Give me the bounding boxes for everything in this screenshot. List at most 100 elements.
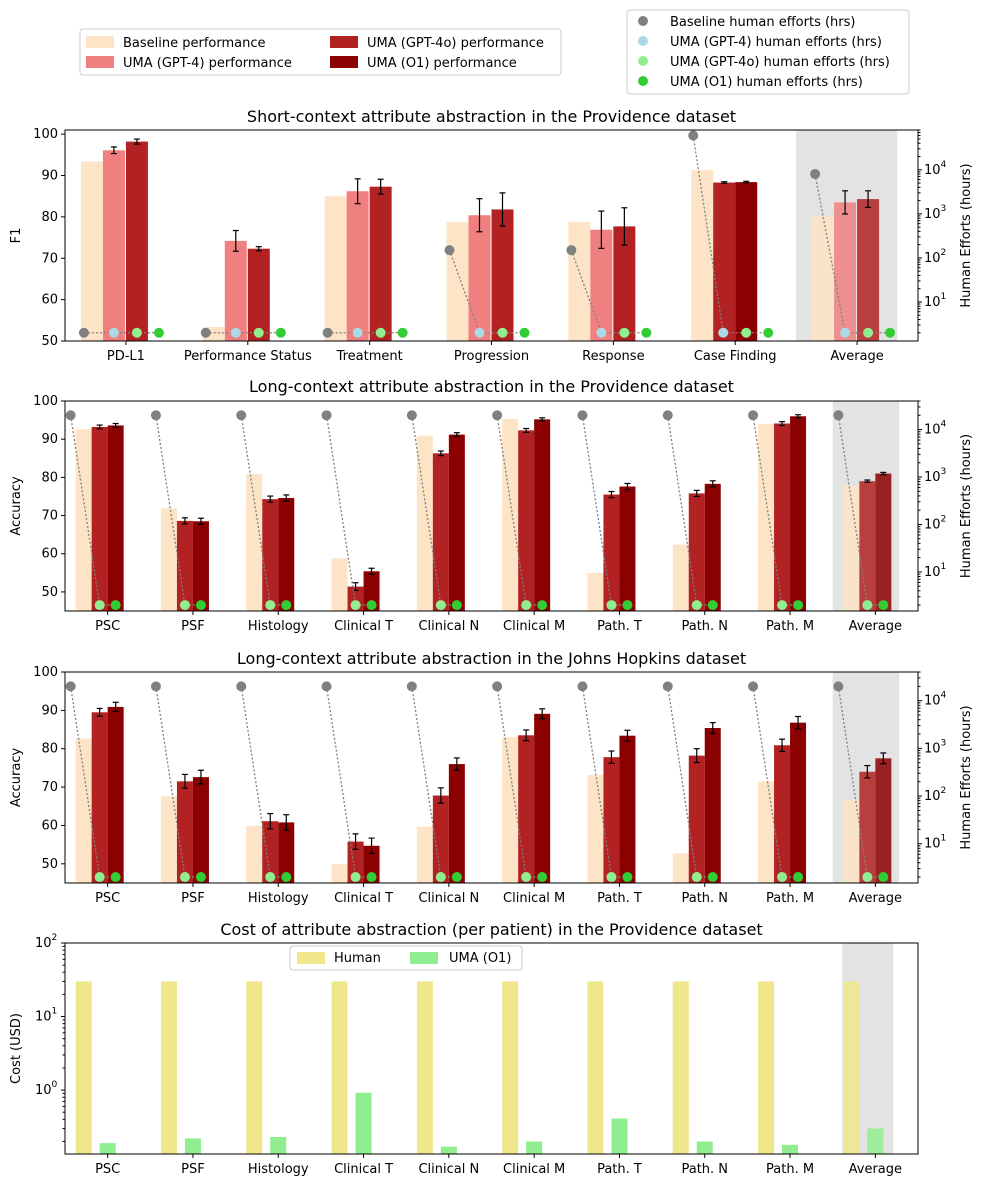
- x-tick-label: Path. T: [597, 619, 642, 634]
- y-tick-label: 100: [33, 127, 58, 142]
- bar-uma-gpt-4o-performance: [857, 199, 880, 341]
- effort-marker-uma: [878, 600, 889, 611]
- bar-baseline-performance: [758, 423, 775, 611]
- bar-baseline-performance: [691, 170, 714, 341]
- bar-uma-gpt-4o-performance: [491, 209, 514, 341]
- effort-marker-uma: [691, 872, 702, 883]
- bar-uma-gpt-4-performance: [346, 191, 369, 341]
- effort-marker-uma: [641, 327, 652, 338]
- effort-marker-uma: [862, 872, 873, 883]
- bar-uma-gpt-4o-performance: [518, 735, 535, 883]
- x-tick-label: Path. M: [766, 891, 814, 906]
- effort-marker-uma: [521, 600, 532, 611]
- y-tick-label: 70: [41, 780, 58, 795]
- effort-marker-uma: [195, 600, 206, 611]
- bar-human: [758, 981, 775, 1154]
- bar-uma-gpt-4o-performance: [176, 781, 193, 883]
- effort-marker-uma: [885, 327, 896, 338]
- legend-label: Human: [334, 951, 381, 966]
- legend-swatch: [410, 952, 438, 964]
- bar-uma-o1-performance: [107, 706, 124, 883]
- effort-marker-uma: [366, 872, 377, 883]
- x-tick-label: Case Finding: [694, 349, 777, 364]
- x-tick-label: Progression: [454, 349, 529, 364]
- y-tick-label: 60: [41, 818, 58, 833]
- x-tick-label: Histology: [248, 891, 309, 906]
- legend-swatch: [330, 36, 358, 48]
- bar-baseline-performance: [843, 485, 860, 611]
- bar-baseline-performance: [246, 825, 263, 883]
- bar-uma-gpt-4o-performance: [432, 453, 449, 611]
- y2-tick-label: 102: [924, 786, 946, 804]
- x-tick-label: Clinical N: [418, 619, 479, 634]
- effort-marker-baseline: [236, 681, 247, 692]
- legend-label: UMA (O1): [449, 951, 511, 966]
- x-tick-label: Histology: [248, 619, 309, 634]
- y2-tick-label: 104: [924, 419, 947, 437]
- effort-marker-uma: [108, 327, 119, 338]
- effort-marker-uma: [451, 600, 462, 611]
- efforts-legend: [626, 9, 910, 95]
- bar-baseline-performance: [331, 558, 348, 611]
- effort-marker-baseline: [577, 681, 588, 692]
- legend-swatch: [86, 56, 114, 68]
- effort-marker-uma: [265, 600, 276, 611]
- bar-baseline-performance: [331, 864, 348, 883]
- effort-marker-uma: [195, 872, 206, 883]
- bar-uma-o1-performance: [619, 486, 636, 611]
- y-tick-label: 70: [41, 509, 58, 524]
- y-tick-label: 70: [41, 251, 58, 266]
- x-tick-label: Path. M: [766, 1162, 814, 1177]
- effort-marker-baseline: [748, 681, 759, 692]
- bar-uma-gpt-4-performance: [224, 240, 247, 341]
- y-tick-label: 102: [35, 933, 57, 951]
- x-tick-label: PSC: [95, 1162, 120, 1177]
- x-tick-label: PD-L1: [107, 349, 145, 364]
- bar-baseline-performance: [160, 508, 177, 611]
- legend-label: UMA (O1) human efforts (hrs): [670, 75, 863, 90]
- y-tick-label: 80: [41, 210, 58, 225]
- effort-line: [448, 249, 525, 334]
- effort-marker-uma: [265, 872, 276, 883]
- bar-uma-o1-performance: [790, 416, 807, 611]
- bar-baseline-performance: [502, 737, 519, 883]
- bar-human: [160, 981, 177, 1154]
- bar-baseline-performance: [568, 221, 591, 341]
- bar-baseline-performance: [416, 435, 433, 611]
- bar-human: [672, 981, 689, 1154]
- effort-marker-uma: [691, 600, 702, 611]
- effort-marker-uma: [741, 327, 752, 338]
- y-tick-label: 50: [41, 334, 58, 349]
- bar-human: [75, 981, 92, 1154]
- effort-marker-uma: [110, 872, 121, 883]
- bar-uma-gpt-4o-performance: [262, 821, 279, 883]
- bar-uma-o1-: [782, 1144, 799, 1154]
- bar-uma-gpt-4o-performance: [176, 520, 193, 611]
- effort-marker-uma: [622, 600, 633, 611]
- bar-uma-o1-performance: [278, 822, 295, 883]
- x-tick-label: Clinical N: [418, 891, 479, 906]
- bar-uma-o1-performance: [363, 571, 380, 611]
- y-tick-label: 100: [33, 665, 58, 680]
- bar-uma-gpt-4o-performance: [262, 499, 279, 611]
- bar-uma-gpt-4o-performance: [518, 430, 535, 611]
- legend-marker: [638, 56, 648, 66]
- bar-uma-o1-: [184, 1138, 201, 1154]
- bar-uma-o1-: [99, 1143, 116, 1154]
- bar-uma-o1-performance: [107, 425, 124, 611]
- bar-uma-gpt-4o-performance: [347, 841, 364, 883]
- legend-label: UMA (GPT-4) human efforts (hrs): [670, 35, 882, 50]
- effort-marker-uma: [397, 327, 408, 338]
- plot-frame: [64, 400, 919, 612]
- effort-marker-uma: [352, 327, 363, 338]
- bar-uma-o1-performance: [704, 728, 721, 883]
- bar-uma-o1-performance: [735, 182, 758, 341]
- effort-marker-baseline: [65, 681, 76, 692]
- legend-label: UMA (GPT-4o) human efforts (hrs): [670, 55, 890, 70]
- effort-marker-uma: [793, 600, 804, 611]
- chart-title: Long-context attribute abstraction in th…: [249, 377, 734, 396]
- bar-uma-gpt-4o-performance: [432, 795, 449, 883]
- legend-marker: [638, 36, 648, 46]
- effort-marker-uma: [606, 872, 617, 883]
